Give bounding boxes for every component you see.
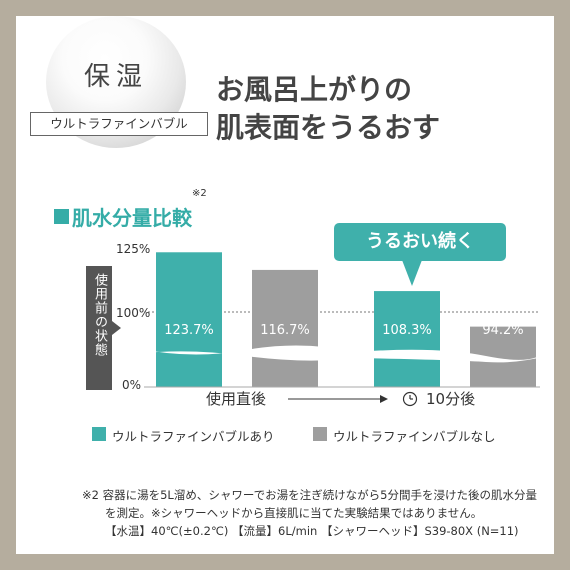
legend-label: ウルトラファインバブルあり	[112, 429, 275, 444]
bar	[252, 269, 318, 387]
clock-icon	[402, 391, 418, 407]
y-axis-label-box	[86, 266, 112, 390]
content-panel: 保湿 ウルトラファインバブル お風呂上がりの 肌表面をうるおす 肌水分量比較 ※…	[16, 16, 554, 554]
y-tick-label: 125%	[116, 242, 151, 256]
legend-label: ウルトラファインバブルなし	[333, 429, 496, 444]
callout-pointer	[402, 260, 422, 286]
badge-title: 保湿	[83, 62, 148, 92]
headline-line-2: 肌表面をうるおす	[216, 111, 441, 144]
legend-swatch	[92, 427, 106, 441]
footnote-line-1: ※2 容器に湯を5L溜め、シャワーでお湯を注ぎ続けながら5分間手を浸けた後の肌水…	[82, 488, 537, 502]
y-axis-label-pointer	[112, 321, 121, 335]
bar-value-label: 116.7%	[260, 323, 310, 338]
bar-chart: 123.7% 108.3% 116.7% 94.2%	[136, 252, 546, 403]
badge-subtitle: ウルトラファインバブル	[30, 112, 208, 136]
y-tick-label: 0%	[122, 378, 142, 392]
x-category-label: 使用直後	[206, 390, 267, 408]
y-tick-label: 100%	[116, 306, 151, 320]
footnote-line-2: を測定。※シャワーヘッドから直接肌に当てた実験結果ではありません。	[105, 506, 483, 520]
bar-value-label: 94.2%	[482, 323, 523, 338]
section-square-icon	[54, 209, 69, 224]
bar	[374, 291, 440, 387]
footnote-reference: ※2	[192, 188, 207, 199]
bar-value-label: 108.3%	[382, 323, 432, 338]
axis-break-wave	[136, 345, 546, 363]
callout-bubble	[334, 223, 506, 261]
footnote-line-3: 【水温】40℃(±0.2℃) 【流量】6L/min 【シャワーヘッド】S39-8…	[105, 524, 519, 538]
callout-text: うるおい続く	[366, 231, 474, 252]
bar-value-label: 123.7%	[164, 323, 214, 338]
section-title: 肌水分量比較	[72, 206, 192, 230]
bar	[156, 252, 222, 387]
y-axis-label: 使用前の状態	[92, 273, 107, 357]
timeline-arrow-head	[380, 395, 388, 403]
legend-swatch	[313, 427, 327, 441]
x-category-label: 10分後	[426, 390, 476, 408]
headline-line-1: お風呂上がりの	[216, 73, 413, 106]
